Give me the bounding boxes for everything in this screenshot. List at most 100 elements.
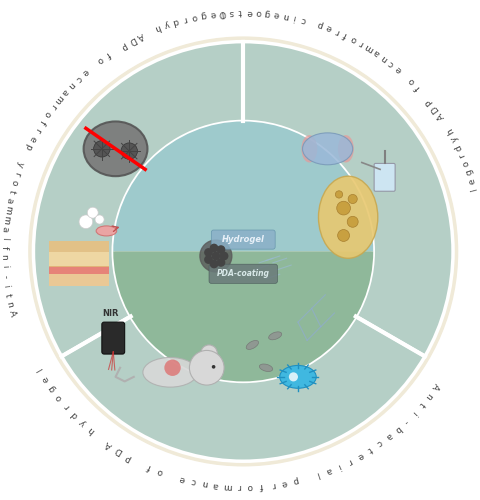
Text: p: p <box>316 20 324 30</box>
Text: l: l <box>315 470 321 479</box>
Text: m: m <box>2 205 12 215</box>
Circle shape <box>94 140 110 157</box>
Ellipse shape <box>301 135 317 162</box>
Text: P: P <box>124 452 133 462</box>
Text: o: o <box>255 8 262 17</box>
Text: P: P <box>425 96 435 106</box>
Text: r: r <box>237 482 240 491</box>
Circle shape <box>220 252 228 260</box>
Text: r: r <box>12 170 22 176</box>
Text: a: a <box>324 465 333 475</box>
Ellipse shape <box>143 358 198 387</box>
Text: NIR: NIR <box>103 308 119 318</box>
Text: m: m <box>363 42 375 54</box>
Text: t: t <box>366 444 373 454</box>
Wedge shape <box>243 42 453 356</box>
Text: t: t <box>417 400 426 408</box>
Circle shape <box>347 216 358 228</box>
Text: n: n <box>66 80 76 90</box>
Wedge shape <box>113 122 373 252</box>
Text: r: r <box>358 38 365 48</box>
Text: e: e <box>178 473 186 484</box>
Text: t: t <box>7 188 16 194</box>
Text: c: c <box>374 438 384 448</box>
Text: e: e <box>273 10 280 19</box>
Text: a: a <box>4 197 14 204</box>
Text: P: P <box>119 39 128 50</box>
Text: a: a <box>384 431 393 442</box>
Text: m: m <box>1 214 11 224</box>
Text: D: D <box>114 445 124 456</box>
Circle shape <box>210 244 218 252</box>
Text: PDA-coating: PDA-coating <box>217 270 270 278</box>
Text: l: l <box>470 187 479 192</box>
Text: f: f <box>146 462 153 471</box>
Text: m: m <box>223 481 232 490</box>
Text: l: l <box>0 236 9 240</box>
Text: r: r <box>182 14 188 24</box>
Text: a: a <box>213 480 219 490</box>
Text: b: b <box>392 424 402 434</box>
Text: A: A <box>104 439 114 450</box>
Text: p: p <box>292 476 300 486</box>
Text: e: e <box>40 374 51 384</box>
Text: a: a <box>372 48 382 58</box>
Circle shape <box>212 252 219 260</box>
Text: n: n <box>0 254 9 260</box>
FancyBboxPatch shape <box>102 322 125 354</box>
Text: y: y <box>163 20 171 30</box>
Text: f: f <box>342 30 349 40</box>
Text: r: r <box>62 402 71 410</box>
Circle shape <box>87 207 98 218</box>
Text: f: f <box>260 481 264 490</box>
Text: n: n <box>423 390 434 400</box>
Text: -: - <box>401 416 410 426</box>
Text: h: h <box>86 425 96 436</box>
Circle shape <box>121 143 137 160</box>
Circle shape <box>217 246 225 253</box>
Text: e: e <box>324 22 333 33</box>
Text: i: i <box>292 13 297 22</box>
Text: e: e <box>210 9 216 18</box>
Circle shape <box>210 260 218 268</box>
Text: e: e <box>467 177 477 185</box>
Text: n: n <box>5 300 15 308</box>
Circle shape <box>190 350 224 385</box>
Text: o: o <box>349 34 358 44</box>
FancyBboxPatch shape <box>211 230 275 249</box>
Wedge shape <box>61 316 425 461</box>
Text: g: g <box>464 168 474 176</box>
Ellipse shape <box>246 340 259 349</box>
Text: o: o <box>54 392 64 402</box>
Circle shape <box>212 365 216 368</box>
Text: p: p <box>23 142 33 152</box>
Text: l: l <box>35 366 44 372</box>
Text: e: e <box>394 64 404 74</box>
Text: d: d <box>172 16 180 27</box>
FancyBboxPatch shape <box>49 268 108 274</box>
Text: h: h <box>154 22 162 33</box>
Text: t: t <box>239 8 242 16</box>
Circle shape <box>95 215 104 224</box>
Text: i: i <box>410 409 418 417</box>
Text: o: o <box>191 12 198 22</box>
FancyBboxPatch shape <box>49 266 108 274</box>
Text: c: c <box>73 73 83 83</box>
Text: o: o <box>247 482 253 491</box>
Circle shape <box>289 372 298 382</box>
Text: A: A <box>430 381 441 392</box>
Text: O: O <box>218 8 226 18</box>
Text: f: f <box>0 246 8 250</box>
Text: A: A <box>136 30 145 40</box>
Text: o: o <box>461 160 471 168</box>
Text: o: o <box>156 466 164 476</box>
Text: f: f <box>37 118 47 126</box>
Text: n: n <box>379 52 389 64</box>
Wedge shape <box>113 252 373 382</box>
FancyBboxPatch shape <box>374 164 395 191</box>
Text: g: g <box>200 10 207 20</box>
Wedge shape <box>34 42 243 356</box>
Text: e: e <box>355 450 364 460</box>
Text: s: s <box>229 8 234 17</box>
Text: o: o <box>95 54 105 65</box>
